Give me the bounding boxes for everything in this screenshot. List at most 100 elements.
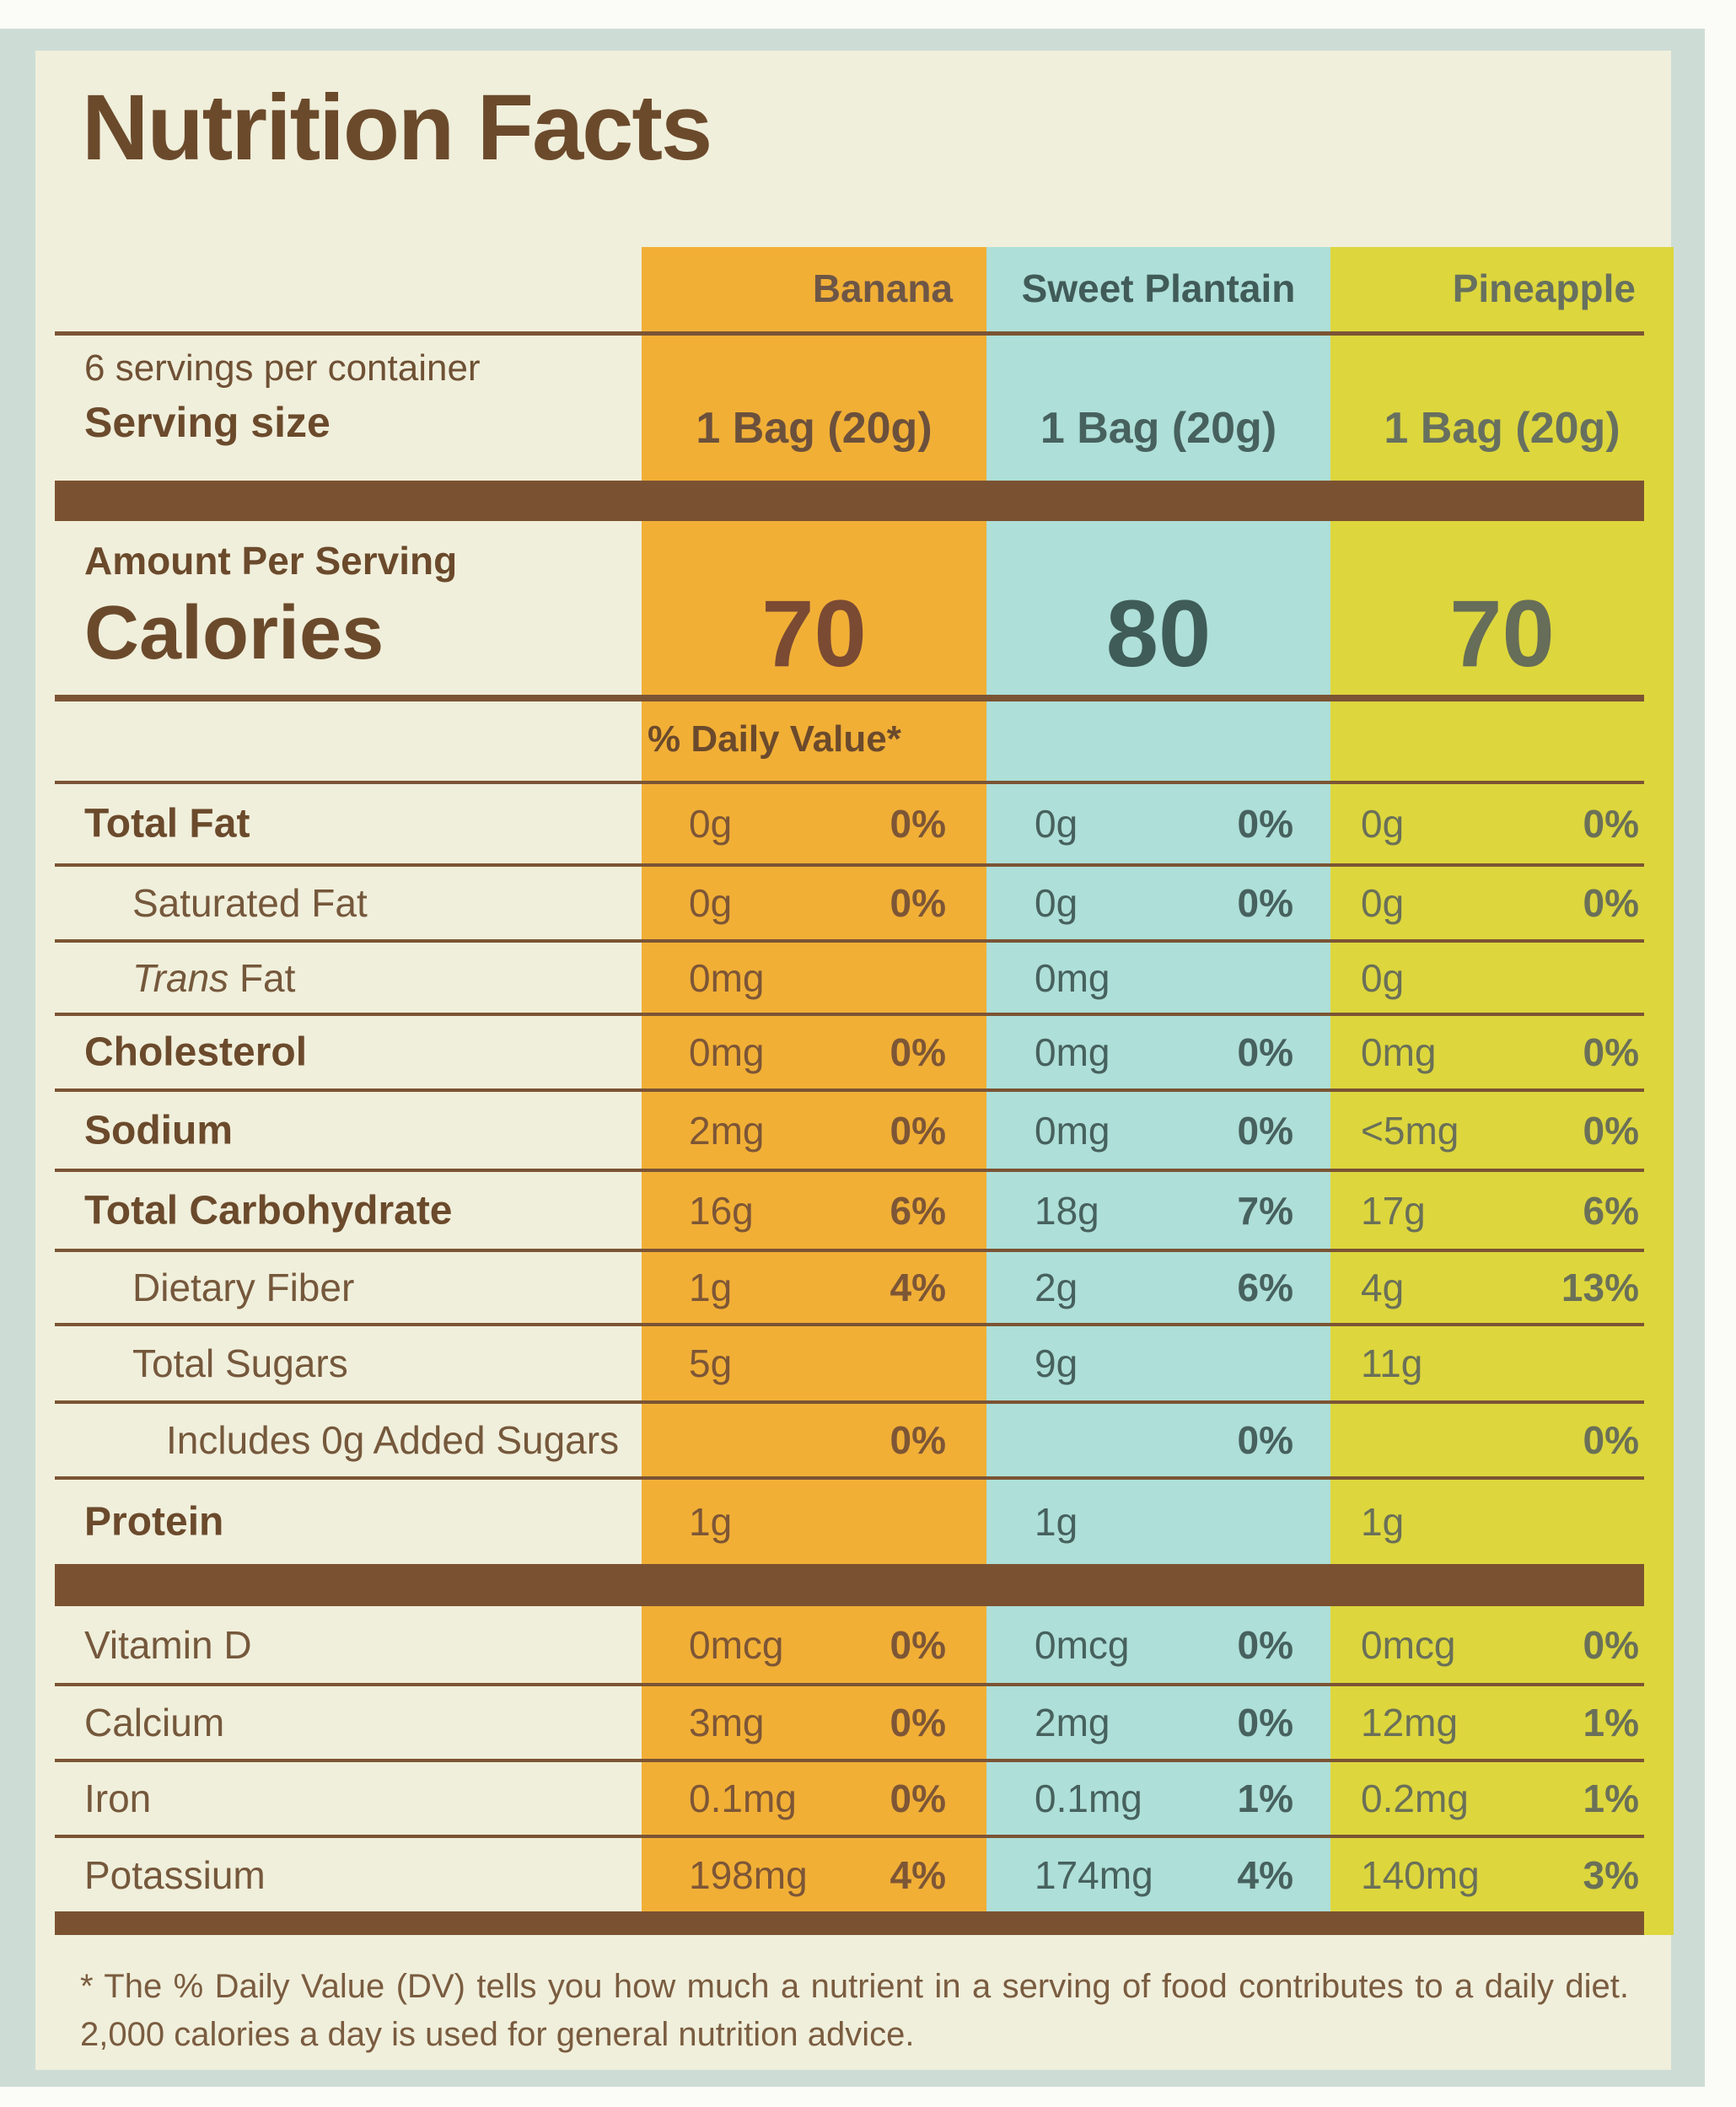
column-header-sweet-plantain: Sweet Plantain bbox=[1021, 266, 1296, 310]
thick-separator-bar bbox=[55, 481, 1644, 521]
dv-banana: 0% bbox=[889, 1030, 946, 1074]
column-header-pineapple: Pineapple bbox=[1452, 266, 1636, 310]
dv-banana: 0% bbox=[889, 1108, 946, 1153]
dv-plantain: 0% bbox=[1237, 1108, 1293, 1153]
amount-plantain: 0.1mg bbox=[1035, 1776, 1142, 1820]
table-row-sodium: Sodium 2mg 0% 0mg 0% <5mg 0% bbox=[55, 1092, 1644, 1172]
dv-plantain: 1% bbox=[1237, 1776, 1293, 1820]
dv-plantain: 0% bbox=[1237, 1030, 1293, 1074]
row-label: Dietary Fiber bbox=[132, 1266, 355, 1309]
table-row-saturated-fat: Saturated Fat 0g 0% 0g 0% 0g 0% bbox=[55, 867, 1644, 943]
dv-pineapple: 3% bbox=[1583, 1852, 1639, 1897]
dv-plantain: 0% bbox=[1237, 1418, 1293, 1462]
table-row-potassium: Potassium 198mg 4% 174mg 4% 140mg 3% bbox=[55, 1838, 1644, 1911]
amount-plantain: 0mg bbox=[1035, 955, 1110, 1000]
daily-value-header: % Daily Value* bbox=[648, 718, 901, 760]
amount-pineapple: 12mg bbox=[1361, 1701, 1459, 1744]
dv-pineapple: 6% bbox=[1583, 1188, 1639, 1233]
calories-divider-line bbox=[55, 695, 1644, 701]
table-row-calcium: Calcium 3mg 0% 2mg 0% 12mg 1% bbox=[55, 1686, 1644, 1762]
dv-pineapple: 0% bbox=[1583, 1418, 1639, 1462]
amount-banana: 0mg bbox=[689, 955, 765, 1000]
amount-banana: 5g bbox=[689, 1341, 733, 1385]
nutrition-facts-panel: Nutrition Facts Banana Sweet Plantain Pi… bbox=[35, 51, 1674, 2070]
amount-banana: 0g bbox=[689, 802, 733, 846]
amount-pineapple: 0g bbox=[1361, 802, 1405, 846]
table-row-iron: Iron 0.1mg 0% 0.1mg 1% 0.2mg 1% bbox=[55, 1762, 1644, 1838]
dv-banana: 6% bbox=[889, 1188, 946, 1233]
row-label: Includes 0g Added Sugars bbox=[166, 1418, 620, 1462]
row-label: Saturated Fat bbox=[132, 881, 368, 925]
table-row-total-carbohydrate: Total Carbohydrate 16g 6% 18g 7% 17g 6% bbox=[55, 1172, 1644, 1252]
dv-banana: 0% bbox=[889, 1622, 946, 1667]
amount-plantain: 1g bbox=[1035, 1500, 1078, 1544]
dv-banana: 0% bbox=[889, 1701, 946, 1744]
amount-pineapple: 0mg bbox=[1361, 1030, 1437, 1074]
dv-pineapple: 0% bbox=[1583, 1622, 1639, 1667]
row-label: Protein bbox=[84, 1499, 224, 1545]
row-label: Total Carbohydrate bbox=[84, 1188, 453, 1233]
amount-banana: 198mg bbox=[689, 1852, 808, 1897]
dv-pineapple: 0% bbox=[1583, 802, 1639, 846]
dv-pineapple: 0% bbox=[1583, 881, 1639, 925]
amount-banana: 0.1mg bbox=[689, 1776, 797, 1820]
daily-value-footnote: * The % Daily Value (DV) tells you how m… bbox=[80, 1968, 1629, 2053]
table-row-added-sugars: Includes 0g Added Sugars 0% 0% 0% bbox=[55, 1404, 1644, 1480]
dv-banana: 4% bbox=[889, 1266, 946, 1309]
dv-plantain: 6% bbox=[1237, 1266, 1293, 1309]
amount-pineapple: 0g bbox=[1361, 955, 1405, 1000]
dv-plantain: 0% bbox=[1237, 881, 1293, 925]
amount-pineapple: 1g bbox=[1361, 1500, 1405, 1544]
serving-size-pineapple: 1 Bag (20g) bbox=[1384, 404, 1620, 453]
amount-plantain: 0mcg bbox=[1035, 1622, 1130, 1667]
amount-plantain: 0g bbox=[1035, 802, 1078, 846]
amount-plantain: 18g bbox=[1035, 1188, 1099, 1233]
dv-banana: 0% bbox=[889, 1776, 946, 1820]
serving-size-banana: 1 Bag (20g) bbox=[696, 404, 932, 453]
amount-plantain: 2g bbox=[1035, 1266, 1078, 1309]
bottom-separator-bar bbox=[55, 1911, 1644, 1935]
column-header-banana: Banana bbox=[812, 266, 953, 310]
dv-plantain: 4% bbox=[1237, 1852, 1293, 1897]
dv-pineapple: 1% bbox=[1583, 1701, 1639, 1744]
table-row-trans-fat: Trans Fat 0mg 0mg 0g bbox=[55, 943, 1644, 1016]
table-row-total-fat: Total Fat 0g 0% 0g 0% 0g 0% bbox=[55, 784, 1644, 867]
row-label: Trans Fat bbox=[132, 955, 296, 1000]
amount-banana: 3mg bbox=[689, 1701, 765, 1744]
row-label: Vitamin D bbox=[84, 1622, 252, 1667]
amount-banana: 0mg bbox=[689, 1030, 765, 1074]
dv-plantain: 7% bbox=[1237, 1188, 1293, 1233]
calories-value-sweet-plantain: 80 bbox=[1105, 581, 1212, 686]
amount-banana: 0mcg bbox=[689, 1622, 784, 1667]
amount-pineapple: 4g bbox=[1361, 1266, 1405, 1309]
calories-value-banana: 70 bbox=[761, 581, 867, 686]
dv-pineapple: 0% bbox=[1583, 1108, 1639, 1153]
row-label: Iron bbox=[84, 1776, 152, 1820]
amount-pineapple: 17g bbox=[1361, 1188, 1426, 1233]
table-row-protein: Protein 1g 1g 1g bbox=[55, 1480, 1644, 1564]
row-label: Potassium bbox=[84, 1852, 266, 1897]
amount-plantain: 0mg bbox=[1035, 1030, 1110, 1074]
dv-plantain: 0% bbox=[1237, 1622, 1293, 1667]
amount-pineapple: 11g bbox=[1361, 1341, 1423, 1385]
dv-banana: 0% bbox=[889, 1418, 946, 1462]
calories-label: Calories bbox=[84, 591, 384, 675]
dv-plantain: 0% bbox=[1237, 1701, 1293, 1744]
amount-pineapple: 0.2mg bbox=[1361, 1776, 1469, 1820]
daily-value-divider-line bbox=[55, 781, 1644, 784]
calories-value-pineapple: 70 bbox=[1449, 581, 1555, 686]
row-label: Total Sugars bbox=[132, 1341, 348, 1385]
row-label: Sodium bbox=[84, 1108, 233, 1153]
serving-size-sweet-plantain: 1 Bag (20g) bbox=[1040, 404, 1277, 453]
row-label: Calcium bbox=[84, 1701, 225, 1744]
serving-size-label: Serving size bbox=[84, 399, 331, 446]
thick-separator-bar bbox=[55, 1564, 1644, 1606]
amount-plantain: 174mg bbox=[1035, 1852, 1153, 1897]
amount-banana: 0g bbox=[689, 881, 733, 925]
table-row-total-sugars: Total Sugars 5g 9g 11g bbox=[55, 1326, 1644, 1404]
amount-pineapple: 0g bbox=[1361, 881, 1405, 925]
header-divider-line bbox=[55, 331, 1644, 336]
amount-banana: 2mg bbox=[689, 1108, 765, 1153]
dv-pineapple: 13% bbox=[1561, 1266, 1639, 1309]
